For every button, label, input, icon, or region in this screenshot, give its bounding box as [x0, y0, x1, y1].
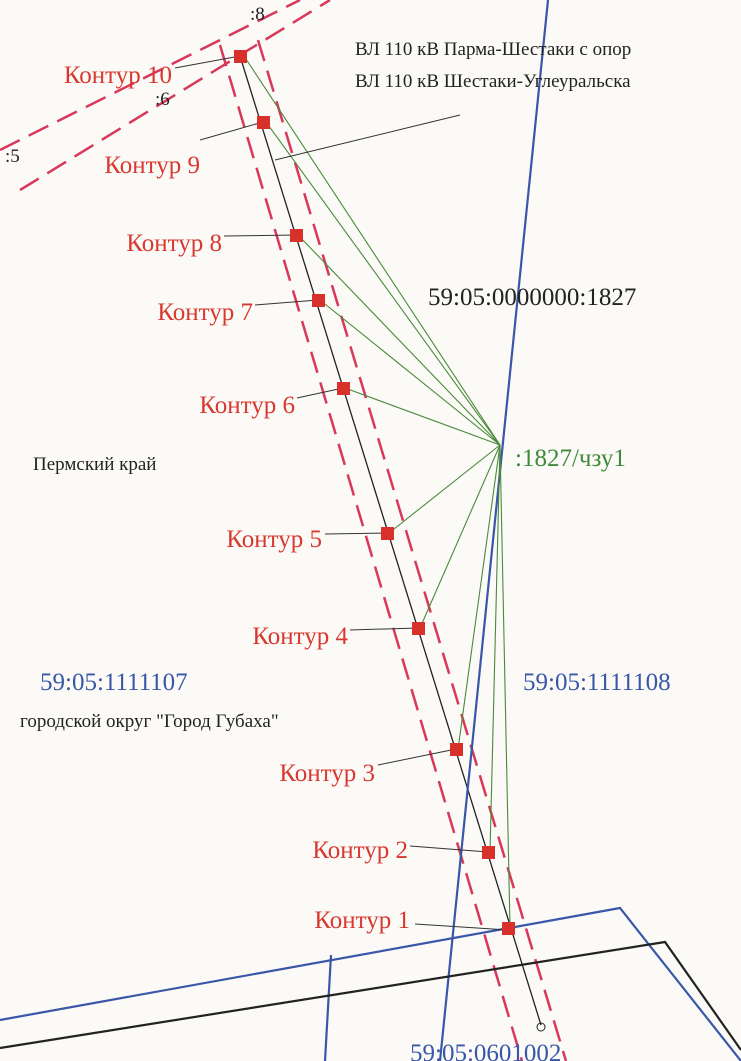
contour-label: Контур 5: [226, 526, 322, 553]
contour-label: Контур 7: [157, 299, 253, 326]
contour-label: Контур 6: [199, 392, 295, 419]
district-label: городской округ "Город Губаха": [20, 711, 279, 732]
rays: [243, 55, 511, 929]
point-label: :5: [5, 146, 20, 167]
corridor: [218, 39, 568, 1061]
point-label: :6: [155, 89, 170, 110]
region-label: Пермский край: [33, 454, 156, 475]
contour-label: Контур 3: [279, 760, 375, 787]
contour-label: Контур 9: [104, 152, 200, 179]
point: [536, 1022, 546, 1032]
boundary: [0, 940, 741, 1051]
contour-label: Контур 10: [64, 62, 172, 89]
contour-markers: [234, 50, 515, 935]
parcel-label: :1827/чзу1: [515, 445, 626, 472]
line-label: ВЛ 110 кВ Шестаки-Углеуральска: [355, 71, 631, 92]
contour-label: Контур 8: [126, 230, 222, 257]
contour-label: Контур 1: [314, 907, 410, 934]
contour-label: Контур 2: [312, 837, 408, 864]
leaders: [174, 55, 509, 931]
point-label: :8: [250, 4, 265, 25]
centerline: [239, 55, 542, 1026]
contour-label: Контур 4: [252, 623, 348, 650]
parcel-label: 59:05:1111107: [40, 669, 188, 696]
parcel-label: 59:05:0601002: [410, 1040, 561, 1061]
parcel-label: 59:05:0000000:1827: [428, 284, 636, 311]
corridor-upper: [0, 0, 331, 192]
parcel-label: 59:05:1111108: [523, 669, 671, 696]
line-label: ВЛ 110 кВ Парма-Шестаки с опор: [355, 39, 631, 60]
